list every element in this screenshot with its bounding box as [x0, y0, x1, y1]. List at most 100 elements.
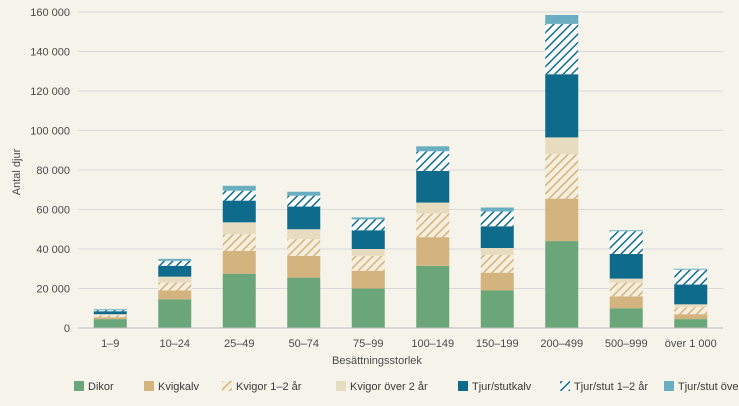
- y-axis-title: Antal djur: [11, 148, 23, 195]
- legend-swatch: [144, 381, 154, 391]
- bar-segment-5-1: [93, 311, 127, 315]
- legend-label: Kvigkalv: [158, 381, 199, 393]
- bar-segment-1-7: [480, 290, 514, 328]
- legend-swatch: [664, 381, 674, 391]
- bar-segment-7-1: [93, 309, 127, 311]
- legend-label: Dikor: [88, 381, 114, 393]
- bar-segment-7-8: [545, 14, 579, 24]
- x-tick-label: 150–199: [476, 338, 519, 350]
- bar-segment-2-3: [222, 250, 256, 274]
- bar-segment-2-7: [480, 272, 514, 291]
- bar-segment-5-8: [545, 74, 579, 138]
- bar-segment-5-2: [158, 265, 192, 277]
- y-tick-label: 80 000: [36, 165, 70, 177]
- x-tick-label: över 1 000: [665, 338, 717, 350]
- x-tick-label: 50–74: [288, 338, 319, 350]
- bars: [93, 14, 708, 328]
- bar-segment-7-5: [351, 217, 385, 220]
- bar-segment-2-2: [158, 290, 192, 300]
- bar-segment-1-5: [351, 288, 385, 328]
- bar-segment-4-8: [545, 137, 579, 155]
- bar-segment-4-9: [609, 278, 643, 283]
- legend-label: Tjur/stut över 2 år: [678, 381, 739, 393]
- bar-segment-6-9: [609, 231, 643, 254]
- bar-segment-7-3: [222, 185, 256, 191]
- bar-segment-3-3: [222, 234, 256, 251]
- bar-segment-7-10: [674, 268, 708, 270]
- bar-segment-6-7: [480, 211, 514, 227]
- legend: Dikor Kvigkalv Kvigor 1–2 år Kvigor över 2 …: [74, 381, 739, 393]
- bar-segment-3-4: [287, 239, 321, 256]
- bar-segment-4-3: [222, 222, 256, 235]
- legend-swatch: [74, 381, 84, 391]
- bar-segment-3-2: [158, 282, 192, 291]
- y-tick-label: 140 000: [30, 47, 70, 59]
- bar-segment-3-1: [93, 315, 127, 318]
- bar-segment-5-10: [674, 284, 708, 305]
- x-tick-label: 500–999: [605, 338, 648, 350]
- legend-swatch: [458, 381, 468, 391]
- bar-segment-6-1: [93, 310, 127, 312]
- bar-segment-3-5: [351, 255, 385, 271]
- bar-segment-2-10: [674, 314, 708, 320]
- x-tick-label: 10–24: [159, 338, 190, 350]
- x-axis-ticks: 1–9 10–24 25–49 50–74 75–99 100–149 150–199 200…: [101, 338, 717, 350]
- bar-segment-4-5: [351, 249, 385, 256]
- bar-segment-3-8: [545, 154, 579, 199]
- y-tick-label: 100 000: [30, 126, 70, 138]
- bar-segment-2-5: [351, 270, 385, 289]
- bar-segment-3-6: [416, 213, 450, 238]
- bar-segment-7-2: [158, 258, 192, 261]
- bar-segment-2-6: [416, 237, 450, 266]
- bar-segment-5-6: [416, 170, 450, 203]
- x-tick-label: 25–49: [224, 338, 255, 350]
- bar-segment-1-2: [158, 299, 192, 328]
- bar-segment-1-8: [545, 241, 579, 328]
- legend-swatch: [560, 381, 570, 391]
- bar-segment-7-7: [480, 207, 514, 212]
- bar-segment-7-4: [287, 191, 321, 196]
- bar-segment-2-9: [609, 296, 643, 309]
- y-axis-ticks: 0 20 000 40 000 60 000 80 000 100 000 120 000 1…: [30, 7, 70, 335]
- y-tick-label: 160 000: [30, 7, 70, 19]
- bar-segment-6-8: [545, 23, 579, 75]
- legend-swatch: [222, 381, 232, 391]
- bar-segment-2-8: [545, 198, 579, 242]
- bar-segment-7-9: [609, 230, 643, 232]
- bar-segment-2-4: [287, 255, 321, 278]
- legend-label: Kvigor över 2 år: [350, 381, 428, 393]
- bar-segment-3-9: [609, 282, 643, 297]
- x-tick-label: 200–499: [540, 338, 583, 350]
- bar-segment-5-3: [222, 200, 256, 223]
- y-tick-label: 0: [64, 323, 70, 335]
- bar-segment-4-1: [93, 314, 127, 316]
- bar-segment-2-1: [93, 317, 127, 320]
- x-tick-label: 75–99: [353, 338, 384, 350]
- bar-segment-1-9: [609, 308, 643, 328]
- y-tick-label: 60 000: [36, 205, 70, 217]
- gridlines: [78, 11, 723, 289]
- bar-segment-4-7: [480, 248, 514, 255]
- x-tick-label: 100–149: [411, 338, 454, 350]
- legend-label: Tjur/stut 1–2 år: [574, 381, 648, 393]
- bar-segment-7-6: [416, 146, 450, 152]
- bar-segment-4-4: [287, 229, 321, 240]
- x-axis-title: Besättningsstorlek: [332, 355, 422, 367]
- y-tick-label: 40 000: [36, 244, 70, 256]
- y-tick-label: 120 000: [30, 86, 70, 98]
- bar-segment-6-4: [287, 195, 321, 207]
- bar-segment-5-5: [351, 230, 385, 249]
- bar-segment-5-4: [287, 206, 321, 230]
- bar-segment-6-6: [416, 151, 450, 171]
- bar-segment-6-5: [351, 219, 385, 231]
- bar-segment-3-7: [480, 254, 514, 273]
- y-tick-label: 20 000: [36, 284, 70, 296]
- bar-segment-6-10: [674, 269, 708, 285]
- bar-segment-1-3: [222, 273, 256, 328]
- bar-segment-1-6: [416, 265, 450, 328]
- bar-segment-6-3: [222, 190, 256, 201]
- bar-segment-1-10: [674, 319, 708, 328]
- bar-segment-4-6: [416, 202, 450, 214]
- bar-segment-5-9: [609, 253, 643, 279]
